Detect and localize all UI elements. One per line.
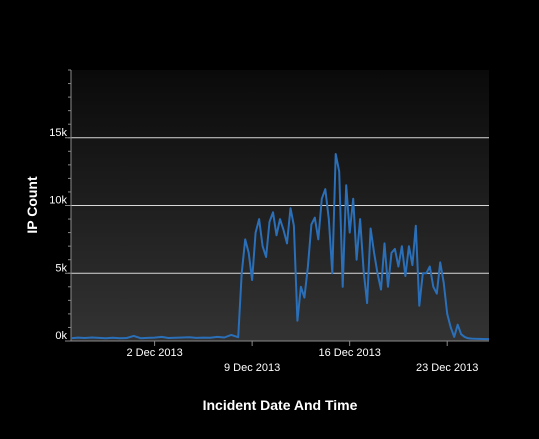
x-ticks: 2 Dec 2013 9 Dec 2013 16 Dec 2013 23 Dec 20… bbox=[126, 341, 478, 374]
y-tick-label: 0k bbox=[55, 330, 67, 342]
y-tick-label: 15k bbox=[49, 127, 67, 139]
x-tick-label: 16 Dec 2013 bbox=[318, 347, 380, 359]
y-tick-label: 10k bbox=[49, 195, 67, 207]
y-tick-labels: 0k 5k 10k 15k bbox=[49, 127, 67, 342]
x-axis-title: Incident Date And Time bbox=[203, 397, 358, 413]
series-line bbox=[70, 153, 490, 341]
x-tick-label: 9 Dec 2013 bbox=[224, 362, 280, 374]
gridlines bbox=[65, 137, 489, 342]
y-tick-label: 5k bbox=[55, 262, 67, 274]
y-axis-title: IP Count bbox=[24, 176, 40, 234]
x-tick-label: 23 Dec 2013 bbox=[416, 362, 478, 374]
x-tick-label: 2 Dec 2013 bbox=[126, 347, 182, 359]
